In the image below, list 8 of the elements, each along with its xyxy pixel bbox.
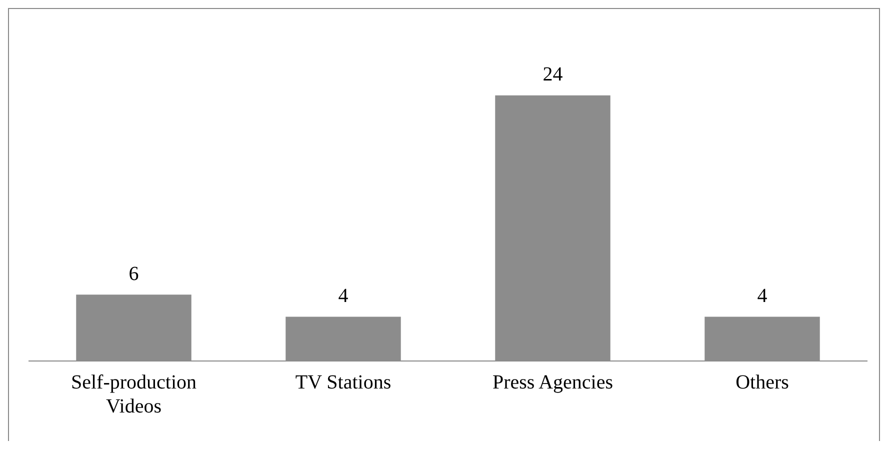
x-tick-label: Self-production Videos [70,371,197,418]
data-label: 4 [338,284,348,307]
data-label: 24 [542,64,563,86]
x-tick-label: Press Agencies [492,371,614,394]
data-label: 6 [128,262,139,285]
x-tick-label: Others [736,371,790,394]
x-tick-label: TV Stations [295,371,392,394]
data-label: 4 [757,284,768,307]
